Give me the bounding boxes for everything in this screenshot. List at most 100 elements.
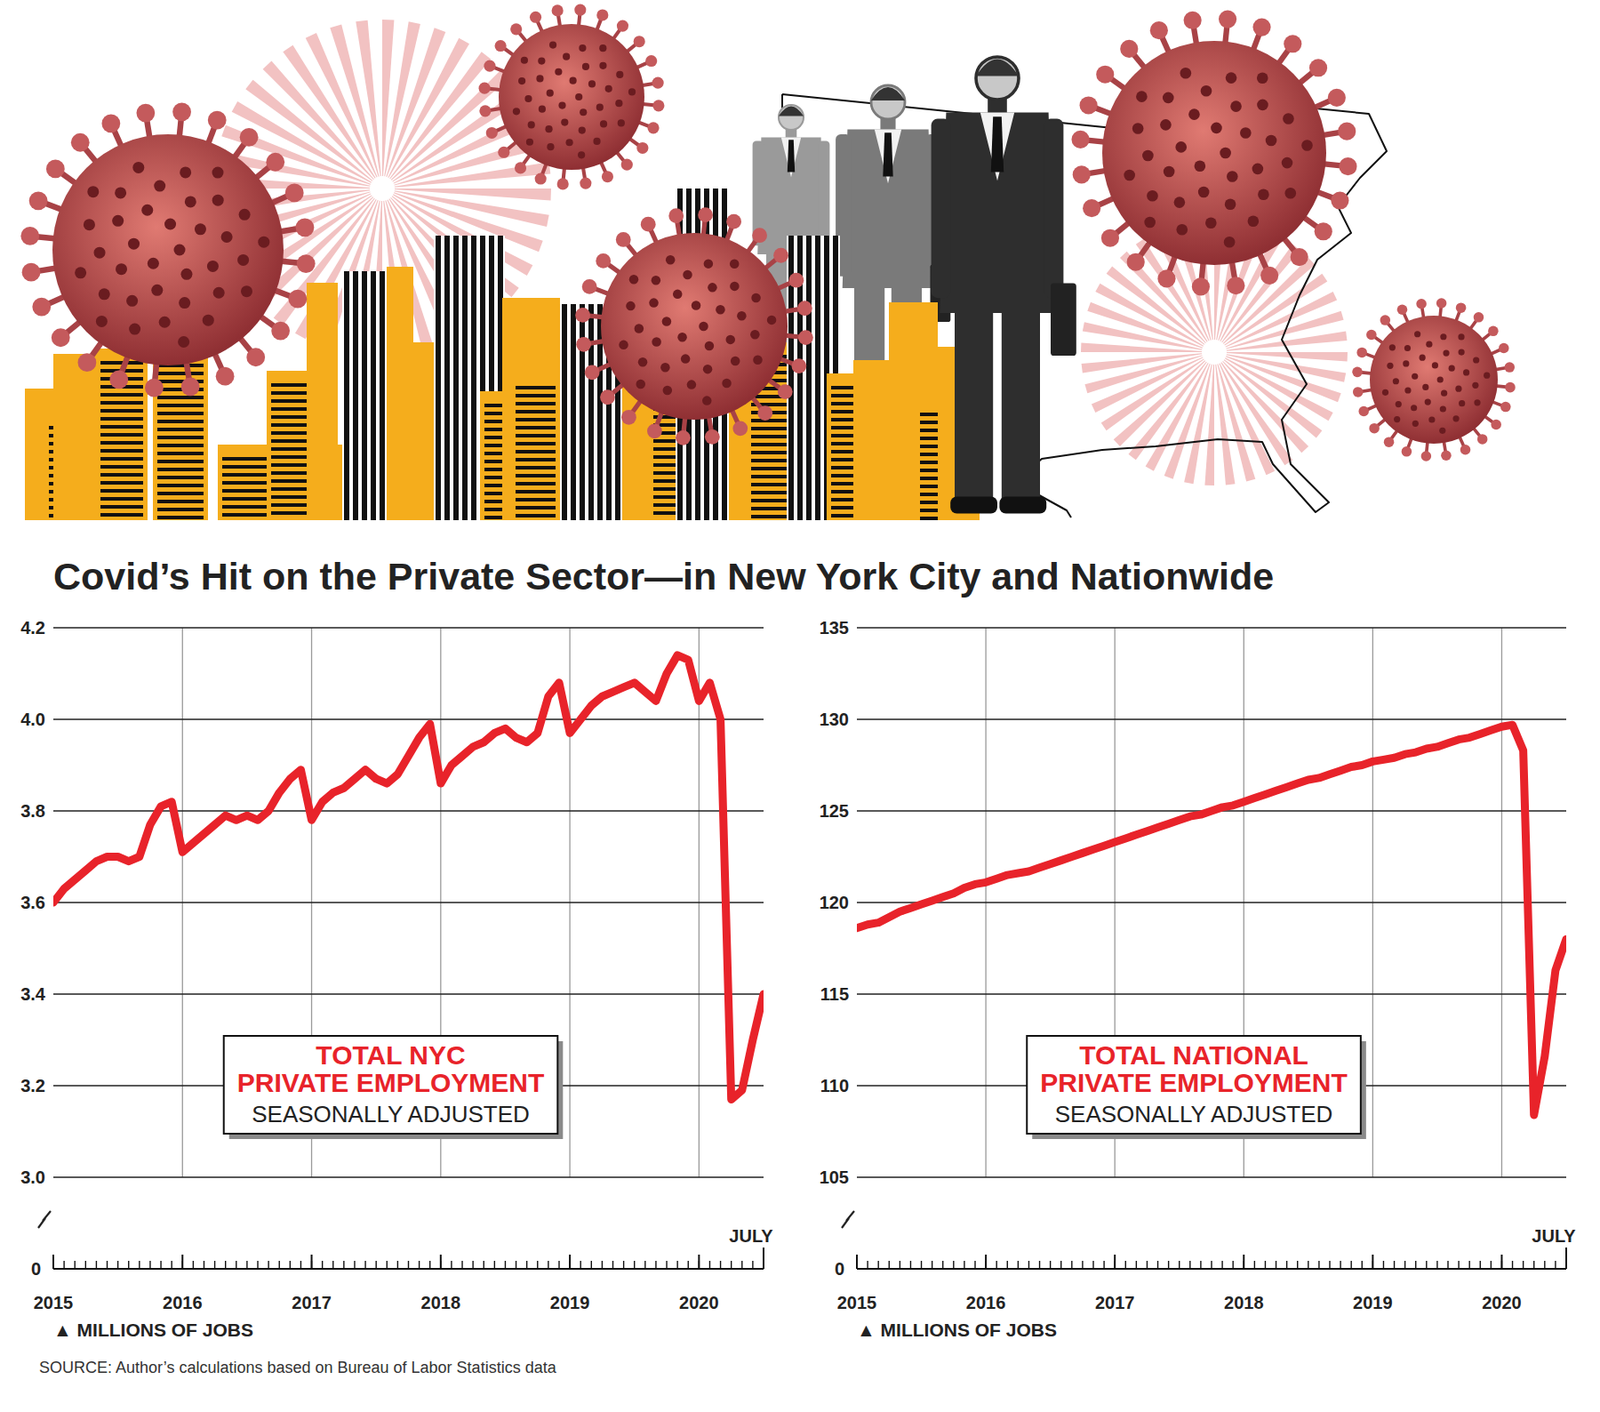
virus	[1071, 9, 1357, 296]
x-minor-tick	[1554, 1260, 1556, 1269]
virus-spike-tip	[616, 20, 629, 32]
man-hair	[871, 87, 905, 101]
x-minor-tick	[1522, 1260, 1524, 1269]
x-minor-tick	[612, 1260, 614, 1269]
x-minor-tick	[85, 1260, 87, 1269]
virus-dot	[672, 289, 683, 300]
virus-spike-tip	[675, 430, 691, 446]
virus-dot	[94, 247, 106, 259]
series-line	[53, 655, 764, 1100]
virus-dot	[1457, 333, 1464, 340]
virus-spike-tip	[1096, 65, 1114, 84]
virus-dot	[112, 215, 124, 227]
virus-dot	[704, 341, 715, 352]
virus-dot	[1175, 141, 1187, 153]
man-shoe	[950, 496, 998, 513]
virus-spike-tip	[1500, 401, 1512, 413]
virus-spike-tip	[144, 378, 164, 398]
virus-dot	[1389, 344, 1396, 351]
y-grid-line	[856, 992, 1567, 995]
virus-spike-tip	[296, 217, 315, 237]
virus-spike-tip	[601, 170, 614, 183]
building-stripe	[157, 403, 204, 408]
virus-dot	[74, 266, 87, 279]
x-minor-tick	[483, 1260, 485, 1269]
virus-spike-tip	[595, 253, 611, 269]
virus-dot	[1440, 333, 1447, 340]
virus-dot	[1411, 373, 1418, 380]
virus-dot	[213, 287, 225, 299]
virus-spike-tip	[1290, 248, 1309, 266]
virus-dot	[729, 281, 740, 292]
label-box	[1026, 1035, 1361, 1134]
virus-spike-tip	[1473, 312, 1485, 323]
virus-dot	[599, 44, 607, 52]
x-major-tick	[1371, 1254, 1374, 1269]
y-tick-label: 120	[819, 892, 849, 912]
virus-dot	[1252, 163, 1264, 176]
virus-spike-tip	[1120, 40, 1138, 58]
virus-spike-tip	[1330, 191, 1349, 209]
building-stripe	[370, 271, 376, 520]
x-minor-tick	[504, 1260, 506, 1269]
virus-spike-tip	[535, 172, 547, 184]
x-minor-tick	[655, 1260, 656, 1269]
x-minor-tick	[1361, 1260, 1363, 1269]
x-minor-tick	[1103, 1260, 1104, 1269]
y-grid-line	[53, 718, 764, 720]
x-tick-label: 2016	[966, 1292, 1007, 1312]
chart-panel: 1051101151201251301350201520162017201820…	[819, 617, 1577, 1340]
virus-dot	[1188, 108, 1200, 120]
x-tick-label: 2017	[291, 1292, 332, 1312]
x-minor-tick	[1318, 1260, 1320, 1269]
virus-dot	[1194, 160, 1207, 172]
x-major-tick	[697, 1254, 700, 1269]
man-suit	[939, 112, 1056, 313]
building-stripe	[462, 235, 468, 520]
virus-spike-tip	[1440, 450, 1452, 462]
virus-spike-tip	[1356, 347, 1368, 359]
building-stripe	[157, 427, 204, 432]
x-minor-tick	[149, 1260, 151, 1269]
x-tick-label: 2019	[1352, 1292, 1393, 1312]
virus-dot	[703, 364, 713, 375]
building	[511, 373, 560, 520]
x-minor-tick	[160, 1260, 161, 1269]
building-body	[386, 266, 414, 520]
virus-dot	[575, 93, 583, 101]
x-tick-label: 2018	[1224, 1292, 1264, 1312]
x-minor-tick	[952, 1260, 954, 1269]
building-stripe	[515, 465, 556, 470]
y-axis-title: ▲ MILLIONS OF JOBS	[856, 1319, 1057, 1340]
virus-spike-tip	[1184, 11, 1202, 30]
man-briefcase	[1050, 282, 1077, 356]
virus-spike-tip	[1504, 361, 1516, 373]
series-name: TOTAL NYC	[315, 1040, 465, 1070]
x-major-tick	[1565, 1247, 1568, 1269]
virus-dot	[221, 231, 233, 243]
building-stripe	[100, 512, 144, 517]
virus-spike-tip	[1127, 253, 1145, 272]
virus-dot	[660, 362, 671, 373]
virus-dot	[1437, 376, 1444, 383]
virus-spike-tip	[1071, 130, 1089, 149]
virus-dot	[596, 104, 604, 112]
building-stripe	[157, 411, 204, 416]
virus-dot	[663, 385, 673, 396]
virus-spike-tip	[1101, 229, 1120, 248]
x-major-tick	[52, 1254, 55, 1269]
x-minor-tick	[332, 1260, 334, 1269]
virus-dot	[544, 125, 552, 133]
x-minor-tick	[63, 1260, 64, 1269]
y-grid-line	[856, 1176, 1567, 1178]
virus-spike-tip	[495, 40, 507, 52]
virus	[479, 4, 665, 191]
virus-spike-tip	[1309, 58, 1328, 77]
x-tick-label: JULY	[1531, 1225, 1576, 1246]
virus-dot	[1422, 384, 1429, 391]
virus-spike-tip	[1328, 88, 1346, 107]
virus-dot	[1132, 122, 1144, 135]
x-minor-tick	[931, 1260, 933, 1269]
building-stripe	[515, 417, 556, 422]
virus-spike-tip	[1192, 277, 1210, 296]
